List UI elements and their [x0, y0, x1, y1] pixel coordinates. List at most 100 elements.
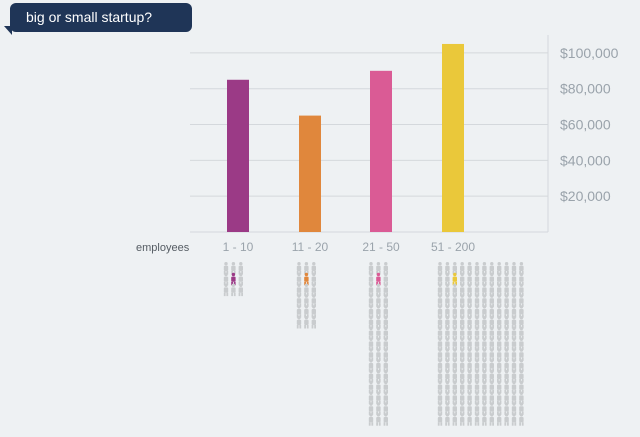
person-icon — [519, 337, 524, 351]
person-icon — [437, 326, 443, 340]
person-icon — [519, 305, 524, 318]
person-icon — [489, 283, 494, 297]
x-category-label: 51 - 200 — [431, 240, 475, 254]
person-icon — [452, 326, 457, 340]
person-icon — [497, 262, 502, 275]
person-icon — [445, 402, 450, 415]
person-icon — [376, 326, 381, 340]
person-icon — [376, 370, 381, 383]
person-icon — [445, 272, 450, 286]
person-icon — [467, 326, 472, 340]
person-icon — [296, 316, 302, 329]
person-icon — [460, 326, 465, 340]
person-icon — [474, 359, 480, 372]
person-icon — [460, 294, 465, 307]
person-icon — [376, 262, 381, 275]
person-icon — [368, 262, 374, 275]
person-icon — [445, 380, 450, 394]
person-icon — [383, 359, 388, 372]
person-icon — [437, 262, 443, 275]
person-icon — [311, 262, 316, 275]
person-icon — [437, 391, 443, 405]
person-icon — [311, 316, 316, 329]
person-icon — [445, 337, 450, 351]
person-icon — [511, 348, 517, 361]
person-icon — [376, 359, 381, 372]
person-icon — [437, 283, 443, 297]
person-icon — [489, 391, 494, 405]
person-icon — [383, 348, 388, 361]
bar — [370, 70, 392, 233]
person-icon — [368, 272, 374, 286]
person-icon — [445, 370, 450, 383]
person-icon — [482, 337, 487, 351]
person-icon — [504, 326, 509, 340]
person-icon — [467, 316, 472, 329]
person-icon — [368, 391, 374, 405]
person-icon — [489, 272, 494, 286]
person-icon — [383, 326, 388, 340]
person-icon — [383, 294, 388, 307]
person-icon — [511, 380, 517, 394]
person-icon — [368, 359, 374, 372]
person-icon — [519, 326, 524, 340]
chart-title: big or small startup? — [26, 9, 153, 25]
person-icon — [304, 294, 309, 307]
person-icon — [504, 337, 509, 351]
person-icon — [376, 391, 381, 405]
grid-lines — [190, 35, 549, 233]
person-icon — [231, 272, 236, 286]
bar — [299, 115, 321, 232]
person-icon — [482, 272, 487, 286]
person-icon — [489, 294, 494, 307]
person-icon — [482, 370, 487, 383]
person-icon — [511, 294, 517, 307]
y-tick-label: $100,000 — [560, 45, 619, 61]
person-icon — [497, 326, 502, 340]
person-icon — [368, 326, 374, 340]
person-icon — [296, 294, 302, 307]
person-icon — [519, 370, 524, 383]
person-icon — [474, 326, 480, 340]
person-icon — [460, 262, 465, 275]
person-icon — [504, 402, 509, 415]
person-icon — [467, 337, 472, 351]
x-axis-categories: 1 - 10 11 - 20 21 - 50 51 - 200 — [223, 240, 476, 254]
person-icon — [376, 413, 381, 426]
person-icon — [474, 294, 480, 307]
person-icon — [474, 380, 480, 394]
person-icon — [460, 283, 465, 297]
person-icon — [296, 305, 302, 318]
person-icon — [504, 272, 509, 286]
person-icon — [519, 402, 524, 415]
y-tick-label: $40,000 — [560, 152, 611, 168]
person-icon — [445, 294, 450, 307]
y-tick-label: $20,000 — [560, 188, 611, 204]
person-icon — [368, 402, 374, 415]
person-icon — [497, 272, 502, 286]
person-icon — [489, 402, 494, 415]
person-icon — [489, 326, 494, 340]
person-icon — [223, 283, 229, 297]
person-icon — [460, 370, 465, 383]
person-icon — [482, 391, 487, 405]
x-category-label: 1 - 10 — [223, 240, 254, 254]
person-icon — [376, 380, 381, 394]
person-icon — [383, 262, 388, 275]
person-icon — [296, 262, 302, 275]
person-icon — [376, 337, 381, 351]
person-icon — [452, 305, 457, 318]
person-icon — [231, 262, 236, 275]
person-icon — [519, 359, 524, 372]
person-icon — [383, 391, 388, 405]
person-icon — [445, 305, 450, 318]
person-icon — [452, 316, 457, 329]
person-icon — [383, 380, 388, 394]
person-icon — [368, 337, 374, 351]
person-icon — [482, 380, 487, 394]
person-icon — [474, 283, 480, 297]
person-icon — [519, 294, 524, 307]
person-icon — [445, 359, 450, 372]
person-icon — [497, 294, 502, 307]
